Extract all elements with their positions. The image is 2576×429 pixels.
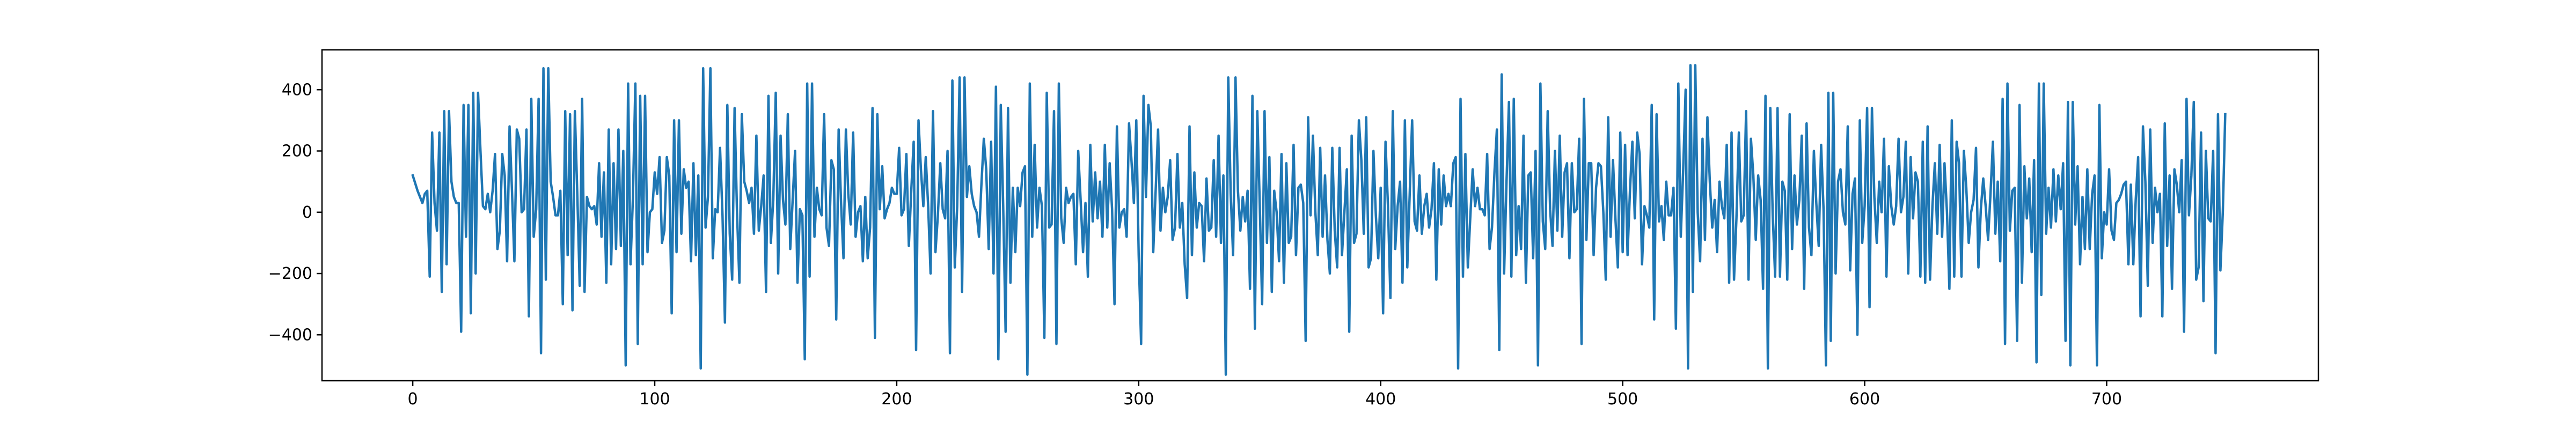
y-tick-label: 400 <box>282 80 312 99</box>
x-tick-label: 200 <box>881 390 912 409</box>
y-tick-label: −200 <box>268 264 312 283</box>
x-tick-label: 0 <box>408 390 418 409</box>
x-tick-label: 400 <box>1365 390 1396 409</box>
x-tick-label: 500 <box>1607 390 1638 409</box>
series-line-0 <box>411 64 2227 376</box>
x-tick-label: 100 <box>639 390 670 409</box>
x-axis: 0 100 200 300 400 500 600 700 <box>408 381 2122 409</box>
y-tick-label: 200 <box>282 142 312 161</box>
x-tick-label: 700 <box>2091 390 2122 409</box>
plot-area <box>411 64 2227 376</box>
y-tick-label: −400 <box>268 326 312 344</box>
y-axis: −400 −200 0 200 400 <box>268 80 322 344</box>
x-tick-label: 600 <box>1849 390 1880 409</box>
axes-frame <box>321 49 2319 382</box>
x-tick-label: 300 <box>1123 390 1154 409</box>
y-tick-label: 0 <box>302 203 312 222</box>
